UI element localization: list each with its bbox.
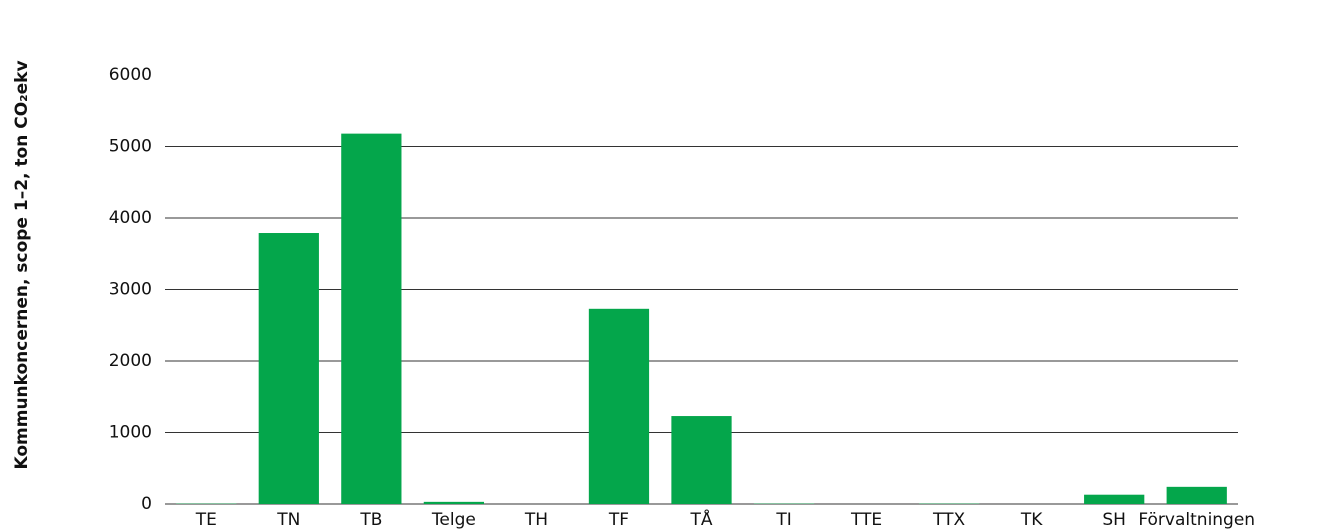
- bar: [1166, 486, 1227, 504]
- y-tick-label: 4000: [109, 208, 152, 228]
- y-tick-label: 6000: [109, 65, 152, 85]
- x-tick-label: TF: [608, 510, 629, 530]
- y-axis-title: Kommunkoncernen, scope 1–2, ton CO₂ekv: [12, 60, 32, 469]
- x-tick-label: TTX: [932, 510, 965, 530]
- y-tick-label: 1000: [109, 423, 152, 443]
- x-tick-label: TH: [524, 510, 548, 530]
- bar: [671, 416, 732, 504]
- x-tick-label: Telge: [431, 510, 476, 530]
- bar: [341, 133, 402, 504]
- x-tick-label: SH: [1102, 510, 1126, 530]
- bar: [423, 501, 485, 504]
- y-tick-label: 5000: [109, 137, 152, 157]
- y-tick-label: 2000: [109, 351, 152, 371]
- bar: [588, 308, 650, 504]
- bar: [1084, 494, 1145, 504]
- x-tick-label: TB: [359, 510, 382, 530]
- x-tick-label: TÅ: [689, 508, 712, 530]
- bar: [258, 233, 319, 504]
- x-tick-label: TTE: [850, 510, 882, 530]
- x-tick-label: TE: [195, 510, 217, 530]
- y-tick-label: 0: [141, 494, 152, 514]
- y-tick-label: 3000: [109, 280, 152, 300]
- x-tick-label: Förvaltningen: [1138, 510, 1255, 530]
- x-tick-label: TN: [276, 510, 300, 530]
- x-tick-label: TK: [1020, 510, 1043, 530]
- x-tick-label: TI: [775, 510, 791, 530]
